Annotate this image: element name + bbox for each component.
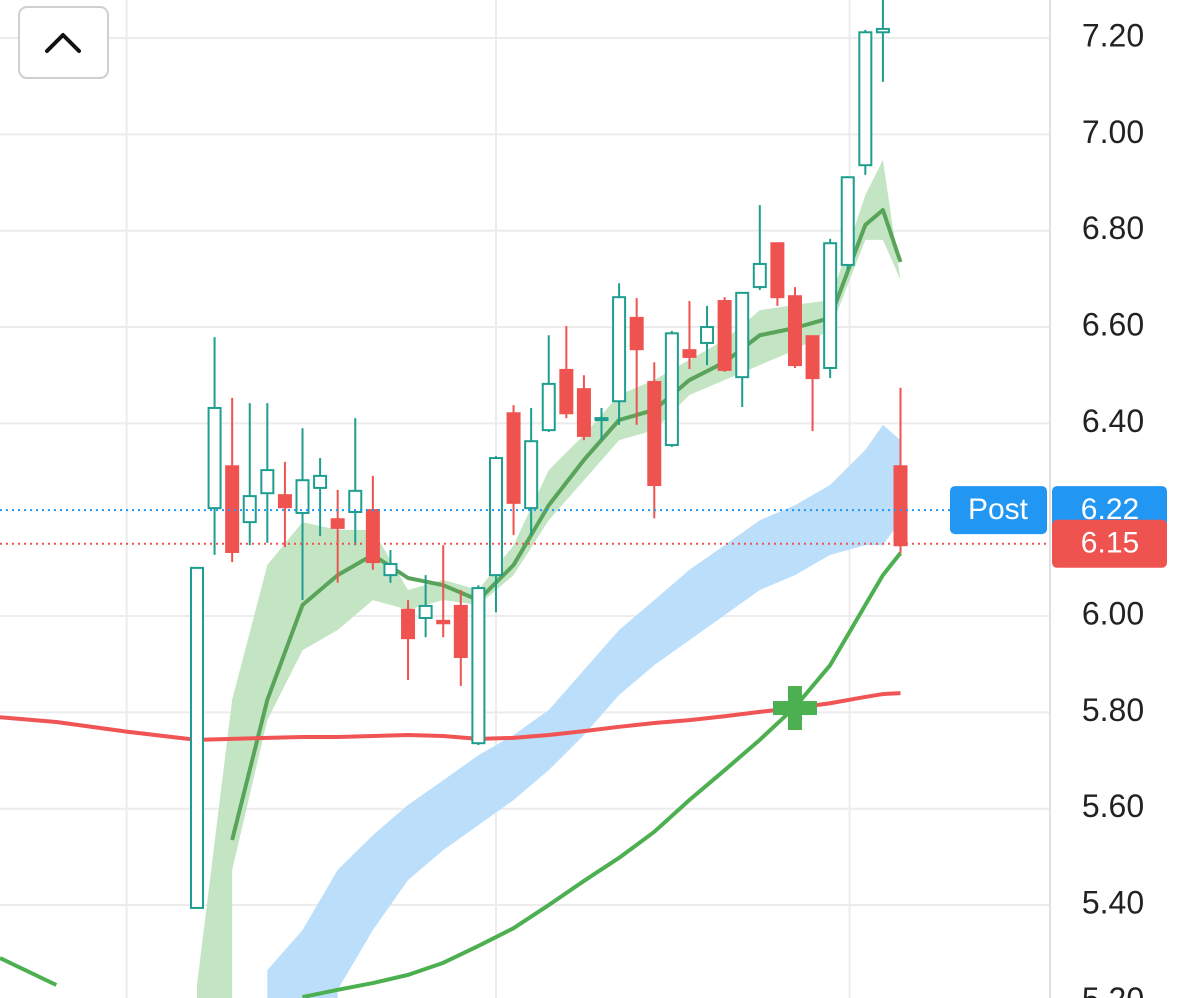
candle-body <box>787 295 802 367</box>
candle-body <box>471 587 486 745</box>
moving-average-line <box>230 208 903 841</box>
button-frame[interactable] <box>18 6 109 79</box>
candle-body <box>594 417 609 422</box>
y-tick-label: 6.00 <box>1082 595 1144 631</box>
candle-body <box>700 326 715 344</box>
candle-body <box>735 291 750 379</box>
y-tick-label: 6.40 <box>1082 403 1144 439</box>
candle-body <box>330 518 345 529</box>
candle-body <box>313 474 328 489</box>
candle-body <box>541 382 556 432</box>
candle-body <box>207 406 222 510</box>
y-tick-label: 6.80 <box>1082 210 1144 246</box>
y-tick-label: 5.60 <box>1082 788 1144 824</box>
moving-average-line <box>0 956 58 987</box>
candle-body <box>682 349 697 358</box>
candle-body <box>524 440 539 510</box>
candle-body <box>401 608 416 640</box>
y-tick-label: 6.60 <box>1082 307 1144 343</box>
candle-body <box>436 619 451 625</box>
candle-body <box>893 465 908 547</box>
candle-body <box>242 495 257 524</box>
moving-average-line <box>302 551 903 998</box>
candle-body <box>840 176 855 266</box>
chevron-up-icon <box>45 33 81 53</box>
y-tick-label: 5.80 <box>1082 692 1144 728</box>
candle-body <box>295 479 310 514</box>
candle-body <box>260 469 275 495</box>
plot-area <box>0 0 1050 998</box>
y-tick-label: 5.20 <box>1082 981 1144 998</box>
price-tag-box <box>1052 519 1167 568</box>
candle-body <box>488 457 503 577</box>
session-tag-box <box>950 486 1047 535</box>
candle-body <box>576 388 591 437</box>
candle-body <box>383 563 398 577</box>
session-tag-label: Post <box>968 493 1029 526</box>
collapse-button[interactable] <box>18 6 109 79</box>
candle-body <box>189 566 204 909</box>
price-tag: 6.15 <box>1052 519 1167 568</box>
candle-body <box>629 316 644 351</box>
candle-body <box>805 335 820 380</box>
candle-body <box>277 494 292 509</box>
price-tag-label: 6.15 <box>1081 527 1139 560</box>
candle-body <box>858 31 873 167</box>
y-tick-label: 7.20 <box>1082 18 1144 54</box>
candle-body <box>664 332 679 447</box>
candle-body <box>875 27 890 34</box>
y-tick-label: 7.00 <box>1082 114 1144 150</box>
candle-body <box>647 380 662 487</box>
candle-body <box>418 604 433 619</box>
candle-body <box>752 262 767 289</box>
candle-body <box>225 465 240 553</box>
candle-body <box>612 296 627 403</box>
candle-body <box>506 412 521 504</box>
candle-body <box>559 368 574 415</box>
price-axis: 7.20 7.00 6.80 6.60 6.40 6.00 5.80 5.60 5.40 5.20 <box>1082 18 1144 998</box>
candle-body <box>365 509 380 564</box>
band-area <box>267 424 901 998</box>
grid <box>0 0 1050 998</box>
candle-body <box>453 604 468 658</box>
candle-body <box>717 300 732 371</box>
candle-body <box>770 242 785 299</box>
candle-body <box>348 489 363 514</box>
cross-marker <box>787 686 802 731</box>
y-tick-label: 5.40 <box>1082 884 1144 920</box>
candle-body <box>823 242 838 369</box>
